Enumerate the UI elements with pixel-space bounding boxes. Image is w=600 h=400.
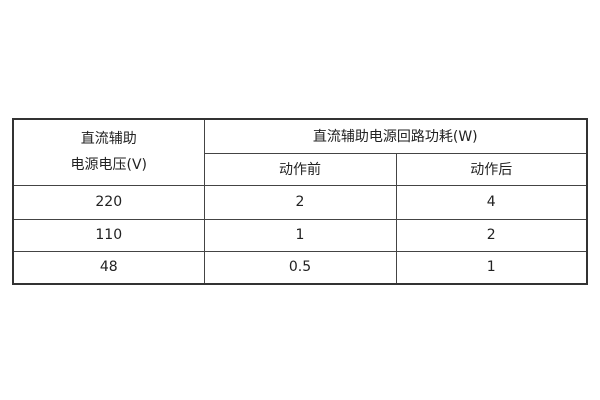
power-consumption-table: 直流辅助 电源电压(V) 直流辅助电源回路功耗(W) 动作前 动作后 220 2… — [12, 118, 588, 285]
table-row: 48 0.5 1 — [12, 250, 588, 285]
cell-voltage: 110 — [12, 218, 205, 252]
cell-voltage: 220 — [12, 184, 205, 220]
cell-voltage: 48 — [12, 250, 205, 285]
header-voltage: 直流辅助 电源电压(V) — [12, 118, 205, 186]
cell-before: 2 — [203, 184, 397, 220]
header-before: 动作前 — [203, 152, 397, 186]
header-power-group: 直流辅助电源回路功耗(W) — [203, 118, 588, 154]
cell-after: 4 — [395, 184, 588, 220]
header-after: 动作后 — [395, 152, 588, 186]
cell-before: 0.5 — [203, 250, 397, 285]
subheader-row: 动作前 动作后 — [13, 152, 588, 186]
header-voltage-line2: 电源电压(V) — [70, 157, 147, 174]
cell-after: 2 — [395, 218, 588, 252]
header-voltage-line1: 直流辅助 — [80, 131, 137, 148]
table-row: 220 2 4 — [12, 184, 588, 220]
cell-before: 1 — [203, 218, 397, 252]
table-row: 110 1 2 — [12, 218, 588, 252]
cell-after: 1 — [395, 250, 588, 285]
header-row: 直流辅助 电源电压(V) 直流辅助电源回路功耗(W) — [12, 118, 588, 186]
